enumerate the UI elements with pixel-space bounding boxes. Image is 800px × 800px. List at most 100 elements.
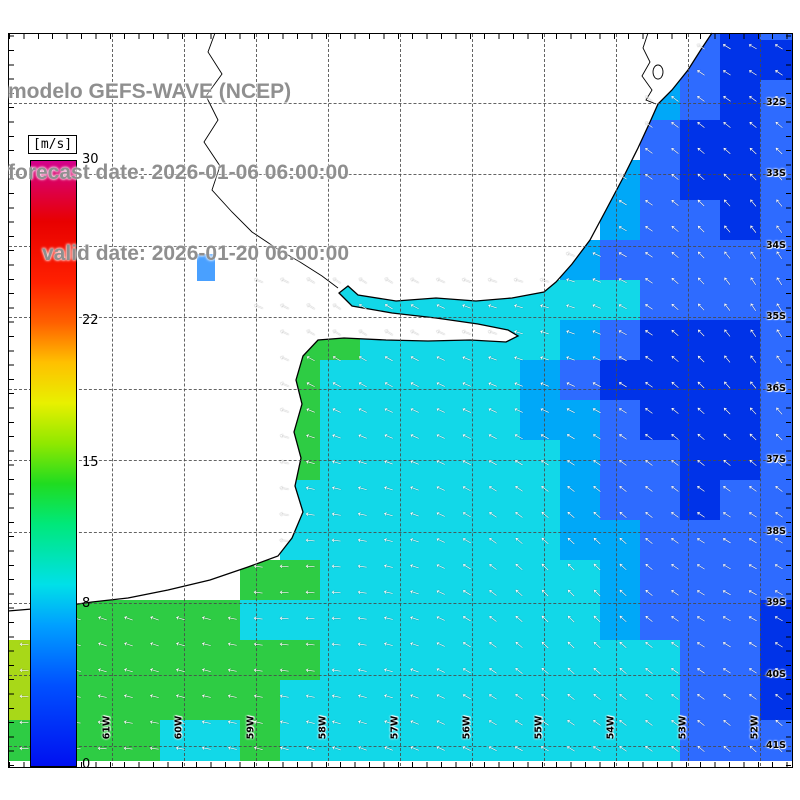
field-cell	[560, 280, 601, 321]
field-cell	[200, 640, 241, 681]
field-cell	[640, 680, 681, 721]
field-cell	[440, 680, 481, 721]
field-cell	[680, 360, 721, 401]
field-cell	[400, 360, 441, 401]
field-cell	[400, 600, 441, 641]
field-cell	[680, 160, 721, 201]
field-cell	[320, 560, 361, 601]
field-cell	[480, 560, 521, 601]
field-cell	[400, 720, 441, 761]
field-cell	[600, 600, 641, 641]
field-cell	[280, 720, 321, 761]
field-cell	[680, 680, 721, 721]
field-cell	[680, 520, 721, 561]
field-cell	[480, 720, 521, 761]
forecast-date-line: forecast date: 2026-01-06 06:00:00	[8, 161, 349, 184]
field-cell	[440, 560, 481, 601]
field-cell	[600, 480, 641, 521]
field-cell	[680, 600, 721, 641]
field-cell	[320, 680, 361, 721]
field-cell	[280, 600, 321, 641]
field-cell	[160, 680, 201, 721]
field-cell	[720, 600, 761, 641]
field-cell	[520, 360, 561, 401]
field-cell	[320, 720, 361, 761]
field-cell	[120, 680, 161, 721]
field-cell	[440, 520, 481, 561]
field-cell	[320, 400, 361, 441]
field-cell	[120, 640, 161, 681]
field-cell	[480, 640, 521, 681]
colorbar	[30, 160, 77, 767]
field-cell	[440, 720, 481, 761]
field-cell	[80, 720, 121, 761]
field-cell	[320, 360, 361, 401]
field-cell	[320, 480, 361, 521]
field-cell	[720, 280, 761, 321]
field-cell	[560, 360, 601, 401]
field-cell	[280, 680, 321, 721]
field-cell	[600, 640, 641, 681]
colorbar-unit-label: [m/s]	[28, 135, 78, 154]
field-cell	[720, 160, 761, 201]
field-cell	[640, 640, 681, 681]
field-cell	[680, 560, 721, 601]
field-cell	[640, 480, 681, 521]
field-cell	[480, 360, 521, 401]
field-cell	[480, 520, 521, 561]
field-cell	[640, 360, 681, 401]
field-cell	[80, 600, 121, 641]
field-cell	[400, 640, 441, 681]
field-cell	[640, 600, 681, 641]
coastline	[7, 32, 713, 612]
field-cell	[600, 520, 641, 561]
field-cell	[640, 560, 681, 601]
field-cell	[360, 640, 401, 681]
field-cell	[720, 40, 761, 81]
lagoon-icon	[652, 64, 664, 80]
field-cell	[80, 640, 121, 681]
field-cell	[560, 400, 601, 441]
field-cell	[400, 680, 441, 721]
field-cell	[560, 320, 601, 361]
field-cell	[680, 720, 721, 761]
field-cell	[440, 480, 481, 521]
field-cell	[360, 520, 401, 561]
field-cell	[560, 520, 601, 561]
field-cell	[600, 320, 641, 361]
field-cell	[600, 400, 641, 441]
field-cell	[640, 280, 681, 321]
field-cell	[680, 400, 721, 441]
valid-date-line: valid date: 2026-01-20 06:00:00	[42, 242, 350, 265]
field-cell	[680, 480, 721, 521]
field-cell	[360, 600, 401, 641]
field-cell	[320, 520, 361, 561]
map-border	[8, 33, 793, 768]
river-water-patch	[197, 254, 215, 281]
field-cell	[640, 200, 681, 241]
field-cell	[520, 520, 561, 561]
field-cell	[520, 400, 561, 441]
uruguay-river-border	[203, 32, 339, 289]
field-cell	[80, 680, 121, 721]
field-cell	[560, 640, 601, 681]
field-cell	[520, 480, 561, 521]
brazil-uruguay-border	[641, 32, 657, 105]
field-cell	[400, 480, 441, 521]
field-cell	[440, 600, 481, 641]
field-cell	[400, 560, 441, 601]
field-cell	[160, 640, 201, 681]
field-cell	[520, 320, 561, 361]
field-cell	[480, 480, 521, 521]
field-cell	[480, 680, 521, 721]
field-cell	[160, 720, 201, 761]
field-cell	[120, 600, 161, 641]
field-cell	[720, 80, 761, 121]
bottom-axis-ticks	[9, 762, 791, 767]
field-cell	[720, 360, 761, 401]
field-cell	[680, 120, 721, 161]
field-cell	[160, 600, 201, 641]
field-cell	[360, 360, 401, 401]
field-cell	[360, 480, 401, 521]
